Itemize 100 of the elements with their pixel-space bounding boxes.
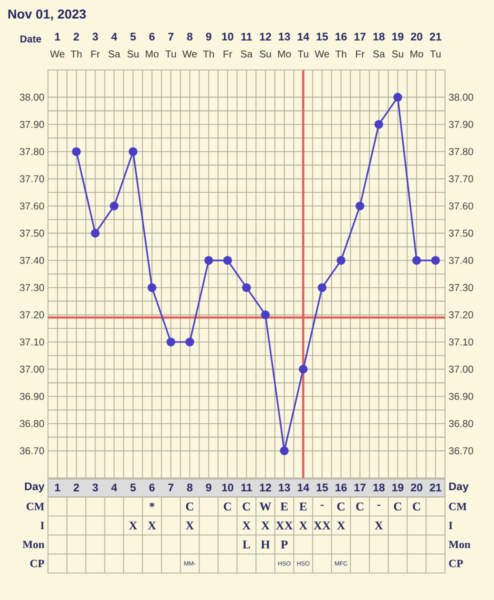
point [356, 202, 364, 210]
x-tick-label: 12 [260, 32, 272, 40]
text: C [356, 502, 364, 511]
text: We [50, 50, 64, 58]
text: X [186, 522, 194, 530]
y-tick-label: 37.80 [20, 148, 44, 156]
text: X [242, 522, 251, 530]
x-tick-label: 16 [336, 32, 347, 40]
text: Sa [240, 50, 253, 58]
y2-tick-label: 37.80 [448, 148, 474, 156]
text: Fr [91, 50, 100, 58]
x-tick-label: 13 [278, 484, 290, 492]
text: L [242, 540, 250, 548]
y-tick-label: Mon [22, 540, 44, 548]
x-tick-label: 11 [241, 32, 252, 40]
point [72, 147, 81, 156]
point [148, 283, 156, 292]
text: XX [276, 522, 293, 530]
y-tick-label: 38.00 [20, 94, 44, 101]
text: Su [392, 50, 404, 58]
y-tick-label: I [40, 522, 44, 530]
text: W [260, 502, 272, 511]
y2-tick-label: 37.10 [448, 338, 474, 346]
y-tick-label: 37.00 [20, 366, 44, 373]
x-tick-label: 14 [298, 32, 310, 40]
x-tick-label: 8 [187, 484, 192, 492]
y2-tick-label: 36.70 [448, 447, 474, 454]
y2-tick-label: 37.50 [448, 230, 474, 237]
x-tick-label: 12 [260, 484, 272, 492]
y2-tick-label: 36.90 [448, 392, 474, 400]
x-axis-title: Date [20, 36, 42, 42]
x-tick-label: 2 [74, 32, 79, 40]
text: E [299, 502, 307, 510]
y2-tick-label: 37.70 [448, 175, 474, 182]
x-tick-label: 7 [168, 32, 174, 40]
point [412, 256, 422, 265]
y2-tick-label: 37.90 [448, 120, 474, 128]
x-tick-label: 10 [222, 32, 234, 40]
x-axis-title: Day [25, 482, 44, 492]
x-tick-label: 1 [55, 484, 60, 492]
y2-tick-label: Mon [448, 540, 470, 548]
text: Tu [298, 50, 308, 58]
y-tick-label: 37.70 [20, 175, 44, 182]
text: We [182, 50, 197, 58]
point [374, 120, 384, 129]
y-tick-label: 37.90 [20, 120, 44, 128]
x-tick-label: 7 [168, 484, 174, 492]
x-tick-label: 8 [187, 32, 192, 40]
y-tick-label: CM [26, 502, 44, 510]
text: Sa [108, 50, 120, 58]
point [336, 256, 346, 265]
x-tick-label: 20 [410, 484, 422, 492]
y-tick-label: 37.10 [20, 338, 44, 346]
x-tick-label: 16 [336, 484, 347, 492]
y-tick-label: 37.50 [20, 230, 44, 237]
text: X [261, 522, 270, 530]
text: Mo [146, 50, 158, 58]
point [166, 338, 176, 346]
text: E [280, 502, 288, 510]
text: Tu [165, 50, 176, 58]
point [261, 310, 270, 320]
y2-tick-label: 38.00 [448, 94, 474, 101]
text: Mo [410, 50, 424, 58]
y2-tick-label: 37.00 [448, 366, 474, 373]
y-tick-label: CP [30, 560, 44, 568]
point [298, 364, 308, 374]
text: Tu [430, 50, 441, 58]
x-tick-label: 9 [206, 484, 212, 492]
point [128, 147, 138, 156]
x-tick-label: 15 [316, 32, 328, 40]
y-tick-label: 37.60 [20, 202, 44, 210]
y2-tick-label: 37.20 [448, 311, 474, 318]
text: X [299, 522, 308, 530]
x-tick-label: 3 [92, 32, 98, 40]
text: H [260, 540, 270, 548]
x-tick-label: 4 [111, 484, 118, 492]
x-tick-label: 5 [130, 484, 136, 492]
x-tick-label: 10 [222, 484, 234, 492]
x-tick-label: 5 [130, 32, 136, 40]
x-tick-label: 21 [430, 484, 442, 492]
y2-tick-label: CP [449, 560, 463, 568]
point [204, 256, 214, 265]
x-tick-label: 14 [298, 484, 310, 492]
x-tick-label: 17 [354, 484, 366, 492]
text: Th [203, 50, 214, 58]
y-tick-label: 36.70 [20, 447, 44, 454]
x-tick-label: 18 [373, 484, 385, 492]
point [242, 283, 251, 292]
y-tick-label: 36.80 [20, 420, 44, 428]
text: Day [449, 482, 469, 492]
point [280, 446, 289, 456]
x-tick-label: 6 [149, 484, 155, 492]
text: X [148, 522, 156, 530]
x-tick-label: 20 [410, 32, 422, 40]
y2-tick-label: 37.60 [448, 202, 474, 210]
y2-tick-label: 36.80 [448, 420, 474, 428]
y2-tick-label: CM [449, 502, 467, 510]
text: Th [335, 50, 346, 58]
text: C [412, 502, 420, 511]
text: X [374, 522, 384, 530]
